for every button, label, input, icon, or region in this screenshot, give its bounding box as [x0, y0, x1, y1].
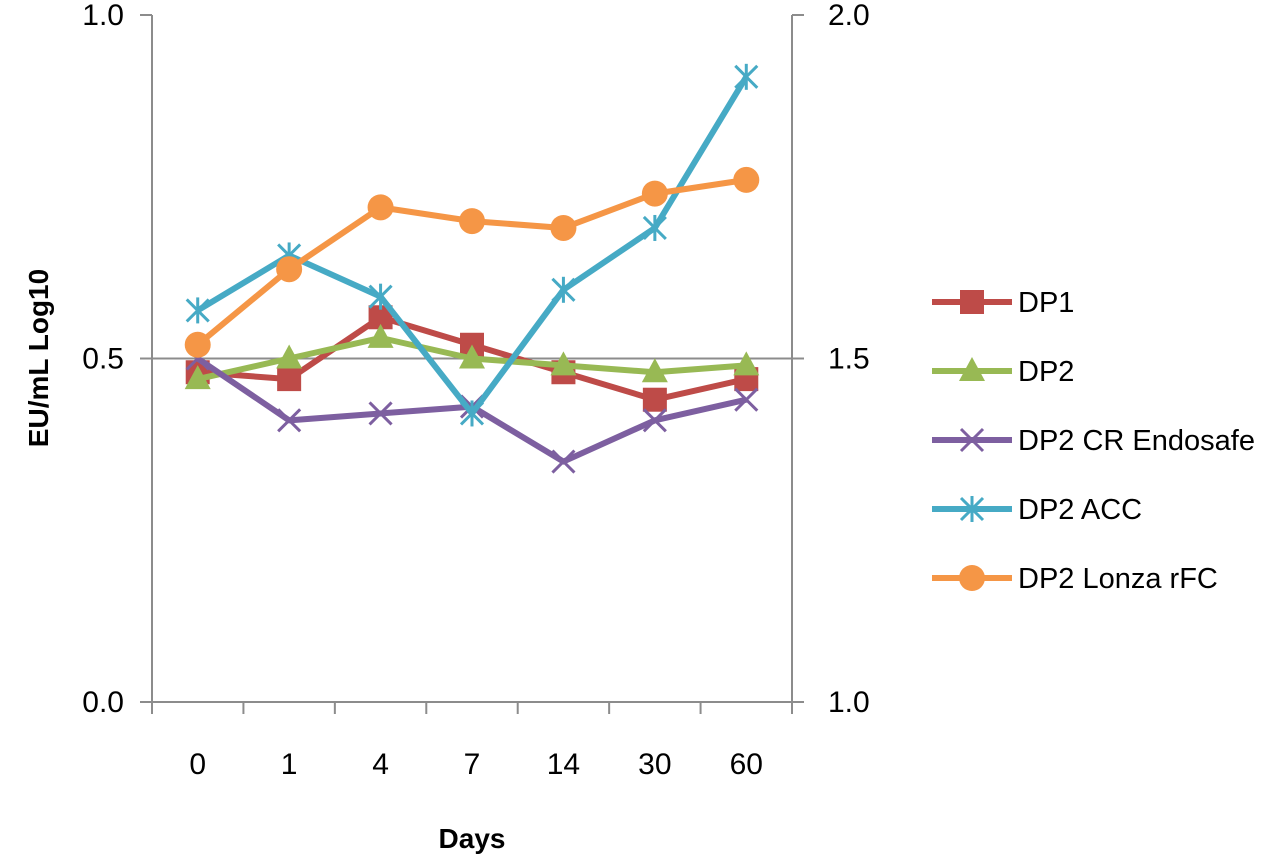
y-axis-title: EU/mL Log10 — [23, 269, 54, 447]
data-point — [642, 214, 667, 241]
y-left-tick-label: 0.0 — [82, 686, 124, 719]
x-tick-label: 0 — [189, 748, 206, 781]
legend-label: DP2 ACC — [1018, 494, 1142, 526]
x-tick-label: 60 — [730, 748, 763, 781]
series-dp2-lonza-rfc — [184, 166, 760, 358]
x-axis-title: Days — [439, 823, 506, 854]
data-point — [367, 323, 394, 348]
axes: 0.00.51.01.01.52.00 1 4 7 14 30 60 — [82, 0, 869, 781]
data-point — [642, 408, 667, 433]
legend-item: DP1 — [932, 287, 1074, 319]
legend: DP1 DP2 DP2 CR Endosafe DP2 ACC DP2 Lonza rF… — [932, 287, 1255, 595]
marker-stroke — [551, 449, 576, 474]
data-point — [184, 365, 211, 390]
data-point — [733, 166, 760, 193]
x-tick-label: 14 — [547, 748, 580, 781]
data-point — [459, 208, 485, 235]
x-tick-label: 4 — [372, 748, 389, 781]
legend-label: DP2 Lonza rFC — [1018, 563, 1218, 595]
legend-swatch-marker — [959, 565, 985, 591]
y-right-tick-label: 2.0 — [828, 0, 870, 32]
marker-stroke — [368, 401, 393, 426]
legend-item: DP2 Lonza rFC — [932, 563, 1218, 595]
data-point — [277, 408, 302, 433]
data-point — [459, 344, 485, 369]
x-tick-label: 1 — [281, 748, 298, 781]
series-dp2-acc — [185, 63, 759, 427]
y-left-tick-label: 0.5 — [82, 343, 124, 376]
marker-stroke — [277, 408, 302, 433]
data-point — [184, 331, 211, 358]
legend-swatch-marker — [959, 496, 985, 522]
data-point — [641, 180, 668, 207]
data-point — [368, 283, 393, 310]
legend-swatch-marker — [959, 357, 985, 381]
legend-label: DP1 — [1018, 287, 1074, 319]
legend-swatch-marker — [959, 427, 985, 453]
marker-stroke — [734, 387, 759, 412]
x-tick-label: 30 — [638, 748, 671, 781]
data-point — [734, 63, 759, 90]
data-point — [551, 276, 576, 303]
data-point — [185, 297, 210, 324]
data-point — [276, 256, 303, 283]
legend-label: DP2 — [1018, 356, 1074, 388]
legend-item: DP2 CR Endosafe — [932, 425, 1255, 457]
y-right-tick-label: 1.0 — [828, 686, 870, 719]
data-point — [367, 194, 394, 221]
data-point — [276, 344, 303, 369]
legend-item: DP2 — [932, 356, 1074, 388]
marker-stroke — [959, 427, 985, 453]
data-point — [277, 367, 302, 392]
legend-swatch-marker — [960, 290, 984, 314]
data-point — [642, 387, 667, 412]
data-point — [368, 401, 393, 426]
data-point — [459, 400, 485, 427]
data-point — [734, 387, 759, 412]
marker-stroke — [642, 408, 667, 433]
legend-item: DP2 ACC — [932, 494, 1142, 526]
x-tick-label: 7 — [464, 748, 481, 781]
y-left-tick-label: 1.0 — [82, 0, 124, 32]
y-right-tick-label: 1.5 — [828, 343, 870, 376]
series-group — [184, 63, 760, 474]
legend-label: DP2 CR Endosafe — [1018, 425, 1255, 457]
data-point — [550, 351, 577, 376]
series-dp2 — [184, 323, 760, 390]
data-point — [550, 214, 577, 241]
data-point — [551, 449, 576, 474]
data-point — [641, 358, 668, 383]
data-point — [733, 351, 760, 376]
